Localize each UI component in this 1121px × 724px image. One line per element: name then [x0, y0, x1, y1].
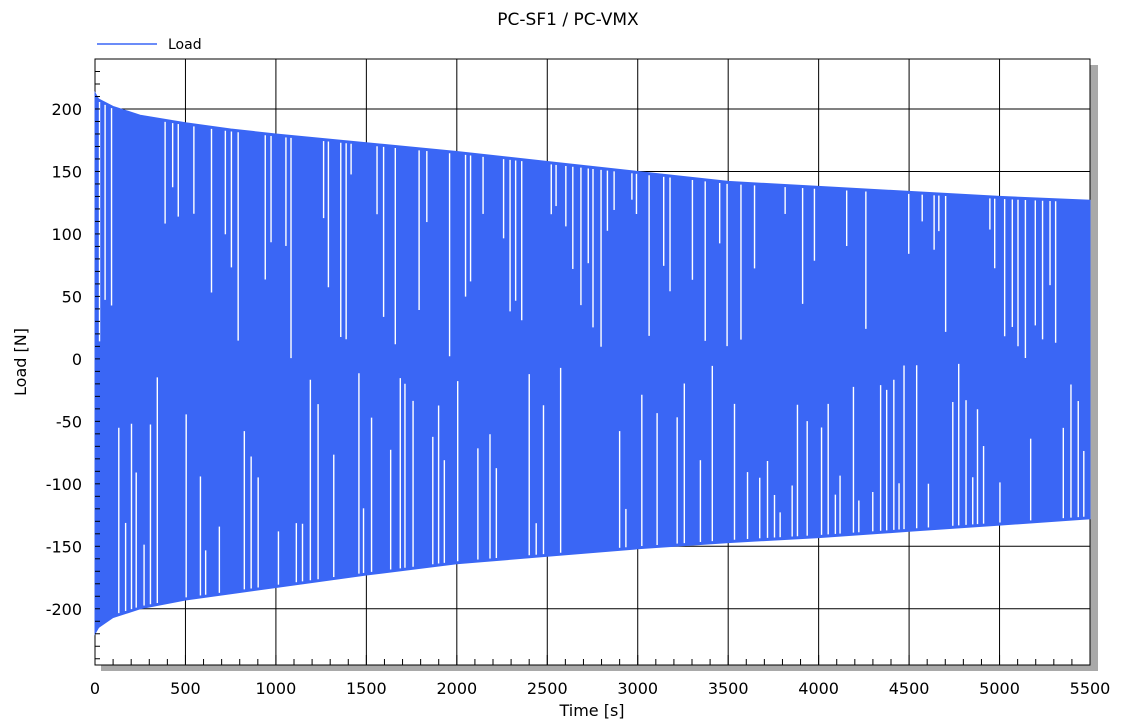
y-tick-label: 150 [51, 162, 82, 181]
x-axis-label: Time [s] [558, 701, 624, 720]
y-tick-label: -100 [46, 475, 82, 494]
x-tick-label: 1000 [256, 679, 297, 698]
y-tick-labels: -200 -150 -100 -50 0 50 100 150 200 [46, 100, 82, 619]
x-tick-label: 3000 [617, 679, 658, 698]
legend-label-load: Load [168, 37, 202, 53]
x-tick-label: 0 [90, 679, 100, 698]
y-tick-label: 100 [51, 225, 82, 244]
y-tick-label: -200 [46, 600, 82, 619]
x-tick-label: 500 [170, 679, 201, 698]
y-tick-label: 0 [72, 350, 82, 369]
x-tick-label: 4500 [889, 679, 930, 698]
chart-title: PC-SF1 / PC-VMX [497, 10, 639, 30]
y-axis-label: Load [N] [11, 328, 30, 396]
x-tick-label: 2000 [436, 679, 477, 698]
legend: Load [97, 37, 202, 53]
x-tick-label: 1500 [346, 679, 387, 698]
y-tick-label: -50 [56, 412, 82, 431]
y-tick-label: 50 [62, 287, 82, 306]
x-tick-label: 5000 [979, 679, 1020, 698]
y-tick-label: 200 [51, 100, 82, 119]
x-tick-label: 3500 [708, 679, 749, 698]
load-series-area [94, 90, 1091, 636]
x-tick-label: 5500 [1070, 679, 1111, 698]
x-minor-ticks [94, 58, 1091, 665]
x-tick-labels: 0 500 1000 1500 2000 2500 3000 3500 4000 4500 5000… [90, 679, 1110, 698]
y-tick-label: -150 [46, 537, 82, 556]
x-tick-label: 2500 [527, 679, 568, 698]
x-tick-label: 4000 [798, 679, 839, 698]
load-series [94, 90, 1091, 636]
